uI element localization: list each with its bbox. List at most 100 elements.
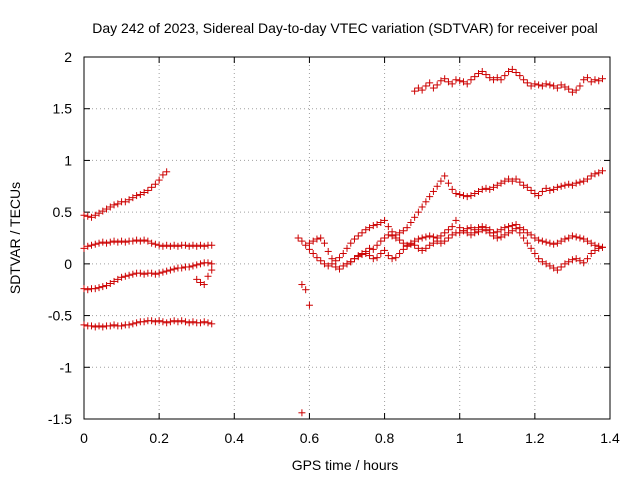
data-point	[170, 317, 178, 325]
data-point	[508, 177, 516, 185]
data-point	[444, 78, 452, 86]
data-marks	[80, 65, 606, 417]
data-point	[580, 177, 588, 185]
data-point	[110, 277, 118, 285]
data-point	[520, 181, 528, 189]
data-point	[531, 250, 539, 258]
data-point	[294, 234, 302, 242]
data-point	[520, 234, 528, 242]
data-point	[362, 226, 370, 234]
data-point	[140, 236, 148, 244]
data-point	[174, 318, 182, 326]
data-point	[505, 67, 513, 75]
data-point	[505, 229, 513, 237]
data-point	[448, 80, 456, 88]
data-point	[478, 226, 486, 234]
data-point	[568, 88, 576, 96]
data-point	[189, 241, 197, 249]
data-point	[354, 253, 362, 261]
series-satellite-track-7	[343, 225, 606, 274]
data-point	[576, 178, 584, 186]
data-point	[561, 260, 569, 268]
data-point	[583, 175, 591, 183]
data-point	[572, 86, 580, 94]
data-point	[181, 241, 189, 249]
data-point	[351, 235, 359, 243]
data-point	[475, 70, 482, 78]
data-point	[129, 194, 137, 202]
data-point	[343, 244, 351, 252]
data-point	[523, 79, 531, 87]
data-point	[200, 242, 208, 250]
data-point	[422, 198, 430, 206]
data-point	[362, 250, 370, 258]
data-point	[471, 190, 479, 198]
data-point	[456, 229, 464, 237]
data-point	[129, 237, 137, 245]
data-point	[381, 234, 389, 242]
data-point	[174, 242, 182, 250]
data-point	[595, 77, 603, 85]
y-tick-label: 0.5	[53, 204, 73, 220]
data-point	[136, 237, 144, 245]
x-tick-label: 0.4	[225, 430, 245, 446]
data-point	[133, 236, 141, 244]
data-point	[302, 241, 310, 249]
data-point	[166, 242, 174, 250]
data-point	[155, 317, 163, 325]
data-point	[418, 246, 426, 254]
data-point	[516, 229, 524, 237]
data-point	[384, 223, 392, 231]
series-satellite-track-3	[80, 259, 216, 294]
data-point	[429, 239, 437, 247]
data-point	[181, 318, 189, 326]
data-point	[144, 186, 152, 194]
data-point	[170, 241, 178, 249]
data-point	[493, 181, 501, 189]
data-point	[377, 237, 385, 245]
data-point	[114, 200, 122, 208]
data-point	[565, 234, 573, 242]
data-point	[377, 218, 385, 226]
data-point	[422, 82, 430, 90]
data-point	[490, 76, 498, 84]
data-point	[91, 285, 99, 293]
data-point	[429, 84, 437, 92]
data-point	[305, 239, 313, 247]
data-point	[163, 241, 171, 249]
data-point	[95, 239, 103, 247]
data-point	[501, 72, 509, 80]
data-point	[557, 182, 565, 190]
ticks: 0 0.2 0.4 0.6 0.8 1 1.2 1.4 -1.5 -1 -0.5 0 0.5 1 1.5 2	[48, 49, 620, 446]
data-point	[595, 169, 603, 177]
data-point	[313, 235, 321, 243]
data-point	[189, 318, 197, 326]
y-tick-label: -1.5	[48, 411, 72, 427]
data-point	[196, 319, 204, 327]
data-point	[200, 281, 208, 289]
data-point	[148, 239, 156, 247]
series-satellite-track-3-tail	[193, 266, 216, 289]
data-point	[332, 257, 340, 265]
y-axis-title: SDTVAR / TECUs	[7, 182, 23, 294]
data-point	[441, 75, 449, 83]
data-point	[347, 258, 355, 266]
data-point	[535, 81, 543, 89]
data-point	[185, 263, 193, 271]
data-point	[448, 231, 456, 239]
data-point	[516, 178, 524, 186]
data-point	[414, 208, 422, 216]
data-point	[193, 275, 201, 283]
data-point	[497, 226, 505, 234]
series-satellite-track-6	[305, 216, 606, 273]
data-point	[433, 81, 441, 89]
data-point	[482, 184, 490, 192]
data-point	[88, 241, 96, 249]
data-point	[166, 318, 174, 326]
data-point	[542, 238, 550, 246]
data-point	[129, 320, 137, 328]
data-point	[508, 65, 516, 73]
data-point	[407, 239, 415, 247]
data-point	[196, 260, 204, 268]
data-point	[429, 233, 437, 241]
